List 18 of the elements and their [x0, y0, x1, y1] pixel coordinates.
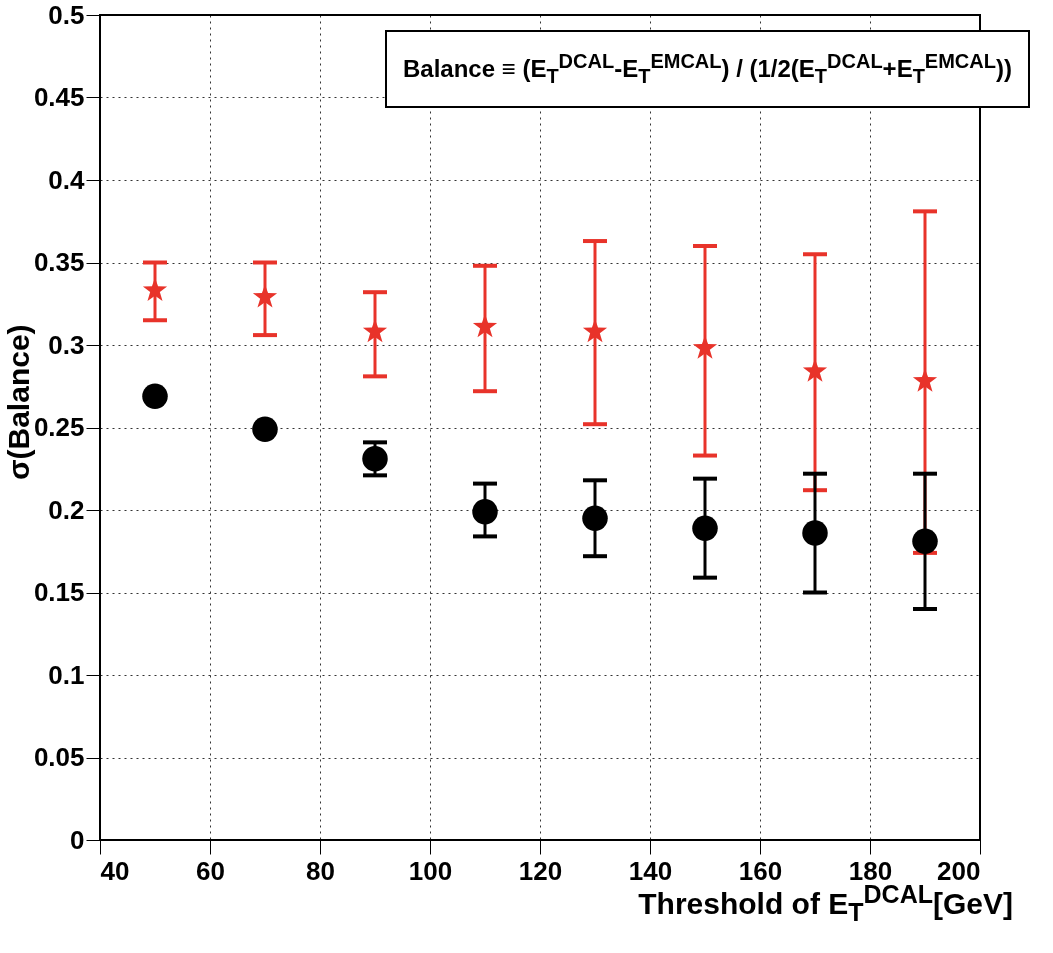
x-tick-label: 100: [408, 855, 453, 886]
y-tick-label: 0.15: [33, 577, 85, 607]
y-tick-label: 0.4: [48, 164, 86, 195]
y-tick-label: 0: [70, 824, 85, 855]
x-tick-label: 40: [100, 855, 130, 886]
y-tick-label: 0.35: [33, 247, 85, 277]
y-tick-label: 0.05: [33, 742, 85, 772]
x-tick-label: 80: [306, 855, 335, 886]
y-tick-label: 0.2: [48, 494, 85, 525]
y-tick-label: 0.1: [48, 659, 85, 690]
x-tick-label: 60: [196, 855, 225, 886]
y-tick-label: 0.5: [48, 0, 85, 30]
y-tick-label: 0.3: [48, 329, 85, 360]
text: Balance ≡ (E$_{T}$$^{DCAL}$-E$_{T}$$^{EMCAL}$) / (1/2(E$_{T}$$^{DCAL}$+E$_{T}$$^{EMCAL}$)): [403, 50, 1012, 87]
y-tick-label: 0.25: [33, 412, 85, 442]
y-tick-label: 0.45: [33, 82, 85, 112]
x-tick-label: 120: [518, 855, 563, 886]
y-axis-title: σ(Balance): [2, 324, 35, 480]
